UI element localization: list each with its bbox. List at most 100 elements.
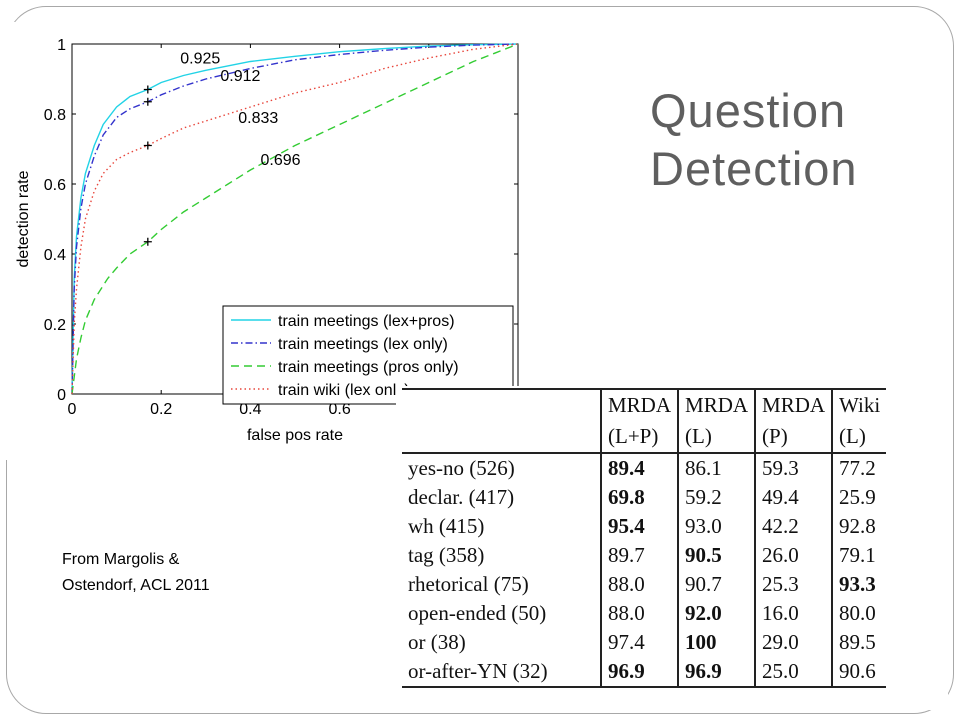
roc-curve-series-1	[71, 43, 519, 395]
table-cell: 97.4	[599, 628, 679, 657]
slide-title-line-1: Question	[650, 84, 847, 137]
table-header-cell: (P)	[754, 421, 833, 454]
roc-curves	[71, 43, 519, 395]
table-header-cell: MRDA	[677, 388, 756, 421]
table-cell: 59.3	[754, 453, 833, 483]
y-tick-label: 0.2	[44, 317, 66, 334]
row-category: or (38)	[408, 630, 466, 654]
operating-point-marker	[143, 141, 152, 150]
table-cell: 80.0	[831, 599, 887, 628]
results-table-body: yes-no (526) 89.4 86.1 59.3 77.2 declar. (417…	[402, 453, 887, 688]
auc-label: 0.833	[238, 110, 278, 127]
auc-label: 0.925	[180, 50, 220, 67]
table-cell: 95.4	[599, 512, 679, 541]
table-row: tag (358) 89.7 90.5 26.0 79.1	[402, 541, 887, 570]
table-header-cell: MRDA	[599, 388, 679, 421]
auc-label: 0.696	[261, 152, 301, 169]
table-cell: 90.6	[831, 657, 887, 688]
table-cell: 25.0	[754, 657, 833, 688]
table-cell: 25.3	[754, 570, 833, 599]
slide-title: Question Detection	[650, 82, 950, 198]
table-cell: 89.4	[599, 453, 679, 483]
table-cell: 88.0	[599, 570, 679, 599]
y-tick-label: 0	[57, 387, 66, 404]
table-row: rhetorical (75) 88.0 90.7 25.3 93.3	[402, 570, 887, 599]
table-cell: 88.0	[599, 599, 679, 628]
table-cell: 93.3	[831, 570, 887, 599]
table-cell: 93.0	[677, 512, 756, 541]
table-cell: 100	[677, 628, 756, 657]
row-category: yes-no (526)	[408, 456, 515, 480]
legend-label: train wiki (lex only)	[278, 382, 410, 399]
slide-title-line-2: Detection	[650, 142, 858, 195]
table-cell: 79.1	[831, 541, 887, 570]
legend-label: train meetings (lex+pros)	[278, 313, 455, 330]
table-cell: 49.4	[754, 483, 833, 512]
y-tick-label: 0.8	[44, 107, 66, 124]
table-cell: 96.9	[677, 657, 756, 688]
table-cell: 59.2	[677, 483, 756, 512]
table-header-cell: (L)	[677, 421, 756, 454]
table-row: open-ended (50) 88.0 92.0 16.0 80.0	[402, 599, 887, 628]
operating-point-markers	[143, 85, 152, 246]
table-cell: 86.1	[677, 453, 756, 483]
roc-curve-series-2	[71, 43, 519, 395]
y-axis-ticks: 0 0.2 0.4 0.6 0.8 1	[44, 37, 518, 404]
table-cell: 92.0	[677, 599, 756, 628]
operating-point-marker	[143, 237, 152, 246]
y-tick-label: 1	[57, 37, 66, 54]
x-tick-label: 0	[68, 401, 77, 418]
row-category: open-ended (50)	[408, 601, 547, 625]
y-tick-label: 0.6	[44, 177, 66, 194]
roc-curve-series-4	[71, 43, 519, 395]
table-cell: 90.7	[677, 570, 756, 599]
results-table-container: MRDA MRDA MRDA Wiki (L+P) (L) (P) (L) ye…	[396, 386, 948, 710]
row-category: declar. (417)	[408, 485, 515, 509]
table-header-row: (L+P) (L) (P) (L)	[402, 421, 887, 454]
x-axis-label: false pos rate	[247, 427, 343, 444]
citation-line-1: From Margolis &	[62, 551, 180, 568]
table-cell: 26.0	[754, 541, 833, 570]
table-row: or (38) 97.4 100 29.0 89.5	[402, 628, 887, 657]
table-cell: 25.9	[831, 483, 887, 512]
table-cell: 92.8	[831, 512, 887, 541]
y-axis-label: detection rate	[15, 170, 32, 267]
results-table: MRDA MRDA MRDA Wiki (L+P) (L) (P) (L) ye…	[402, 388, 887, 688]
x-tick-label: 0.6	[328, 401, 350, 418]
row-category: rhetorical (75)	[408, 572, 529, 596]
table-cell: 89.5	[831, 628, 887, 657]
citation: From Margolis & Ostendorf, ACL 2011	[62, 547, 210, 599]
legend-label: train meetings (pros only)	[278, 359, 459, 376]
auc-label: 0.912	[220, 68, 260, 85]
table-cell: 42.2	[754, 512, 833, 541]
y-tick-label: 0.4	[44, 247, 66, 264]
x-tick-label: 0.2	[150, 401, 172, 418]
table-cell: 77.2	[831, 453, 887, 483]
table-header-cell: Wiki	[831, 388, 887, 421]
table-header-corner	[402, 421, 601, 454]
table-header-corner	[402, 388, 601, 421]
x-tick-label: 0.4	[239, 401, 261, 418]
table-cell: 69.8	[599, 483, 679, 512]
table-row: wh (415) 95.4 93.0 42.2 92.8	[402, 512, 887, 541]
table-cell: 29.0	[754, 628, 833, 657]
table-row: declar. (417) 69.8 59.2 49.4 25.9	[402, 483, 887, 512]
operating-point-marker	[143, 97, 152, 106]
row-category: or-after-YN (32)	[402, 657, 601, 688]
table-row: or-after-YN (32) 96.9 96.9 25.0 90.6	[402, 657, 887, 688]
table-header-cell: (L)	[831, 421, 887, 454]
table-cell: 90.5	[677, 541, 756, 570]
roc-curve-series-3	[71, 43, 519, 395]
row-category: wh (415)	[408, 514, 485, 538]
table-cell: 89.7	[599, 541, 679, 570]
operating-point-marker	[143, 85, 152, 94]
table-cell: 16.0	[754, 599, 833, 628]
table-header-cell: MRDA	[754, 388, 833, 421]
citation-line-2: Ostendorf, ACL 2011	[62, 577, 210, 594]
legend-label: train meetings (lex only)	[278, 336, 448, 353]
table-header-row: MRDA MRDA MRDA Wiki	[402, 388, 887, 421]
table-row: yes-no (526) 89.4 86.1 59.3 77.2	[402, 453, 887, 483]
table-cell: 96.9	[599, 657, 679, 688]
row-category: tag (358)	[408, 543, 485, 567]
